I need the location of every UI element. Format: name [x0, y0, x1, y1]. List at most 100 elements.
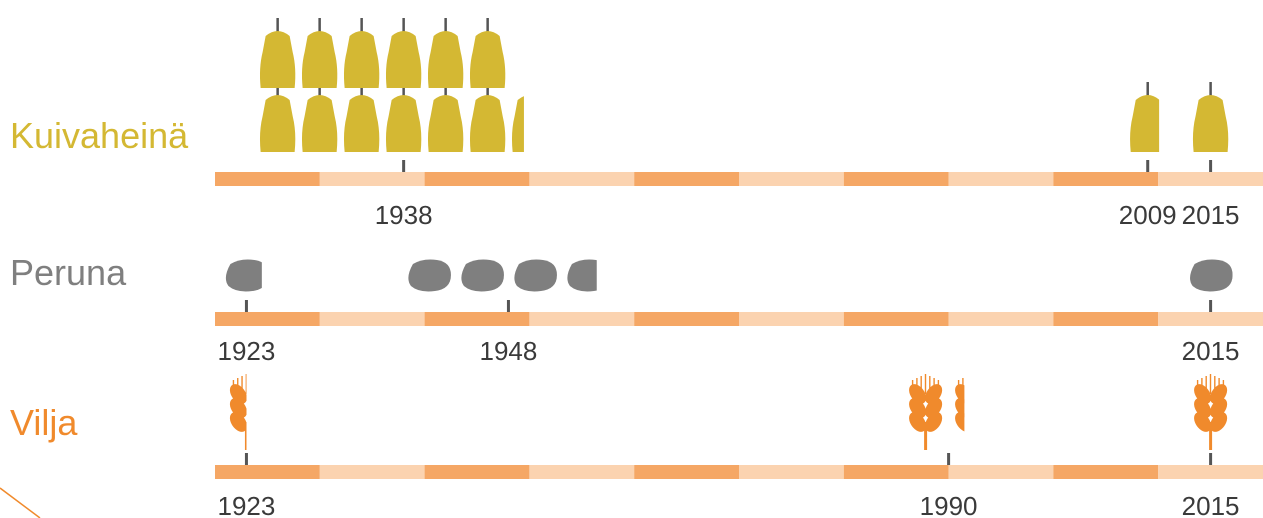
timeline-segment [529, 312, 635, 326]
decorative-line [0, 487, 41, 518]
timeline-segment [319, 312, 425, 326]
icon-clip [427, 18, 464, 88]
year-label: 1948 [480, 336, 538, 366]
year-label: 1923 [218, 336, 276, 366]
timeline-segment [948, 465, 1054, 479]
row-label: Vilja [10, 402, 78, 443]
icon-clip [301, 18, 338, 88]
icon-shape [427, 31, 464, 88]
timeline-segment [424, 312, 530, 326]
timeline-segment [739, 312, 844, 326]
timeline-segment [1053, 312, 1159, 326]
icon-grain [1194, 412, 1212, 432]
icon-shape [343, 31, 380, 88]
icon-clip [514, 259, 557, 292]
timeline-segment [1158, 312, 1263, 326]
timeline-segment [634, 312, 739, 326]
year-label: 1923 [218, 491, 276, 518]
timeline-segment [319, 172, 425, 186]
timeline-segment [424, 172, 530, 186]
timeline-segment [843, 172, 949, 186]
icon-clip [259, 82, 296, 152]
icon-shape [225, 259, 262, 292]
timeline-segment [215, 465, 320, 479]
row-label: Peruna [10, 252, 127, 293]
timeline-segment [1053, 172, 1159, 186]
icon-stem [924, 422, 928, 450]
icon-clip [259, 18, 296, 88]
icon-clip [511, 96, 524, 152]
icon-shape [1130, 95, 1160, 152]
icon-shape [567, 259, 597, 292]
year-label: 2009 [1119, 200, 1177, 230]
icon-clip [1194, 374, 1228, 450]
year-label: 1938 [375, 200, 433, 230]
year-label: 2015 [1182, 200, 1240, 230]
icon-shape [385, 95, 422, 152]
icon-shape [461, 259, 504, 292]
icon-clip [1130, 82, 1160, 152]
icon-clip [385, 18, 422, 88]
icon-grain [955, 412, 965, 432]
icon-shape [427, 95, 464, 152]
icon-grain [968, 381, 992, 407]
icon-stem [244, 422, 247, 450]
icon-grain [968, 409, 992, 435]
icon-group [1190, 259, 1233, 292]
timeline-segment [1053, 465, 1159, 479]
timeline-segment [529, 172, 635, 186]
icon-shape [301, 31, 338, 88]
timeline-segment [948, 172, 1054, 186]
timeline-segment [215, 172, 320, 186]
row-label: Kuivaheinä [10, 115, 189, 156]
icon-group [229, 374, 247, 450]
icon-clip [225, 259, 262, 292]
icon-clip [427, 82, 464, 152]
timeline-segment [215, 312, 320, 326]
timeline-segment [739, 172, 844, 186]
icon-shape [1190, 259, 1233, 292]
icon-shape [408, 259, 451, 292]
year-label: 2015 [1182, 491, 1240, 518]
icon-clip [461, 259, 504, 292]
icon-stem [970, 422, 973, 450]
icon-shape [259, 31, 296, 88]
icon-clip [567, 259, 597, 292]
timeline-segment [739, 465, 844, 479]
timeline-segment [843, 312, 949, 326]
timeline-segment [843, 465, 949, 479]
icon-grain [229, 412, 247, 432]
icon-group [1192, 82, 1229, 152]
icon-group [408, 259, 597, 292]
icon-clip [229, 374, 247, 450]
icon-group [225, 259, 262, 292]
icon-shape [514, 259, 557, 292]
icon-grain [909, 412, 927, 432]
icon-shape [469, 31, 506, 88]
icon-grain [1210, 412, 1228, 432]
icon-clip [343, 18, 380, 88]
icon-shape [385, 31, 422, 88]
icon-shape [1192, 95, 1229, 152]
icon-clip [301, 82, 338, 152]
timeline-segment [319, 465, 425, 479]
icon-group [909, 374, 992, 450]
timeline-segment [1158, 172, 1263, 186]
icon-shape [343, 95, 380, 152]
timeline-segment [634, 465, 739, 479]
timeline-segment [1158, 465, 1263, 479]
icon-grain [968, 395, 992, 421]
icon-clip [1190, 259, 1233, 292]
icon-clip [469, 18, 506, 88]
icon-clip [408, 259, 451, 292]
year-label: 2015 [1182, 336, 1240, 366]
icon-group [1130, 82, 1160, 152]
timeline-segment [948, 312, 1054, 326]
year-label: 1990 [920, 491, 978, 518]
timeline-segment [634, 172, 739, 186]
icon-clip [469, 82, 506, 152]
icon-clip [385, 82, 422, 152]
icon-clip [955, 378, 992, 450]
icon-clip [1192, 82, 1229, 152]
